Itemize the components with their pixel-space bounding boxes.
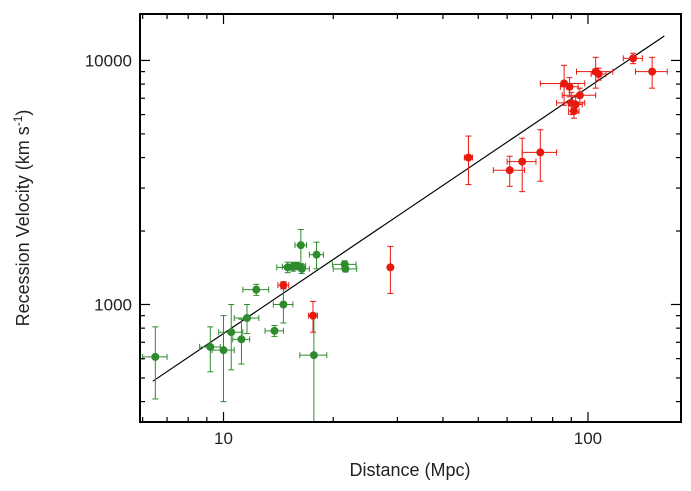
data-point-marker bbox=[629, 54, 638, 63]
data-point-marker bbox=[151, 352, 160, 361]
ticks-layer: 10 100 1000 10000 bbox=[85, 14, 681, 448]
data-point bbox=[622, 52, 643, 65]
data-point-marker bbox=[386, 263, 395, 272]
data-point bbox=[264, 325, 284, 337]
data-point-marker bbox=[270, 326, 279, 335]
data-point-marker bbox=[297, 264, 306, 273]
data-point-marker bbox=[309, 351, 318, 360]
data-point-marker bbox=[341, 264, 350, 273]
plot-frame bbox=[139, 13, 682, 423]
data-point bbox=[386, 245, 395, 294]
data-point bbox=[559, 77, 579, 98]
data-point-marker bbox=[227, 328, 236, 337]
data-point bbox=[299, 312, 328, 423]
data-point-marker bbox=[312, 250, 321, 259]
data-point bbox=[307, 300, 318, 333]
data-point-marker bbox=[505, 166, 514, 175]
data-point bbox=[294, 228, 308, 265]
data-point bbox=[561, 87, 597, 104]
data-point-marker bbox=[594, 69, 603, 78]
y-tick-label: 1000 bbox=[94, 295, 132, 314]
data-point-marker bbox=[464, 153, 473, 162]
y-axis-title-close: ) bbox=[13, 110, 33, 116]
data-point-marker bbox=[243, 314, 252, 323]
data-point bbox=[590, 67, 607, 81]
data-point bbox=[293, 263, 310, 274]
data-point bbox=[308, 241, 324, 270]
data-point bbox=[211, 315, 235, 403]
data-point bbox=[332, 264, 358, 273]
data-point bbox=[521, 129, 558, 182]
data-point bbox=[242, 283, 270, 296]
x-tick-label: 100 bbox=[574, 429, 602, 448]
data-point bbox=[539, 64, 586, 106]
data-point-marker bbox=[575, 91, 584, 100]
data-point-marker bbox=[296, 241, 305, 250]
x-tick-label: 10 bbox=[214, 429, 233, 448]
data-point-marker bbox=[571, 100, 580, 109]
data-point bbox=[218, 303, 244, 371]
data-point bbox=[634, 56, 668, 89]
data-point-marker bbox=[565, 82, 574, 91]
data-point-marker bbox=[648, 67, 657, 76]
data-point bbox=[463, 135, 473, 186]
data-point bbox=[142, 326, 168, 400]
y-axis-title-main: Recession Velocity (km s bbox=[13, 126, 33, 326]
x-axis-title: Distance (Mpc) bbox=[349, 460, 470, 480]
data-point-marker bbox=[279, 300, 288, 309]
data-point-marker bbox=[279, 281, 288, 290]
data-point-marker bbox=[219, 346, 228, 355]
data-point-marker bbox=[237, 335, 246, 344]
y-axis-title: Recession Velocity (km s-1) bbox=[11, 110, 33, 327]
data-point bbox=[506, 137, 537, 193]
data-point-marker bbox=[252, 285, 261, 294]
data-point-marker bbox=[518, 157, 527, 166]
y-tick-label: 10000 bbox=[85, 51, 132, 70]
data-point bbox=[232, 318, 251, 365]
y-axis-title-superscript: -1 bbox=[11, 115, 25, 126]
data-point-marker bbox=[536, 148, 545, 157]
data-points-layer bbox=[142, 52, 668, 423]
data-point bbox=[233, 303, 260, 335]
data-point bbox=[272, 288, 294, 324]
data-point bbox=[277, 281, 290, 290]
data-point-marker bbox=[308, 311, 317, 320]
